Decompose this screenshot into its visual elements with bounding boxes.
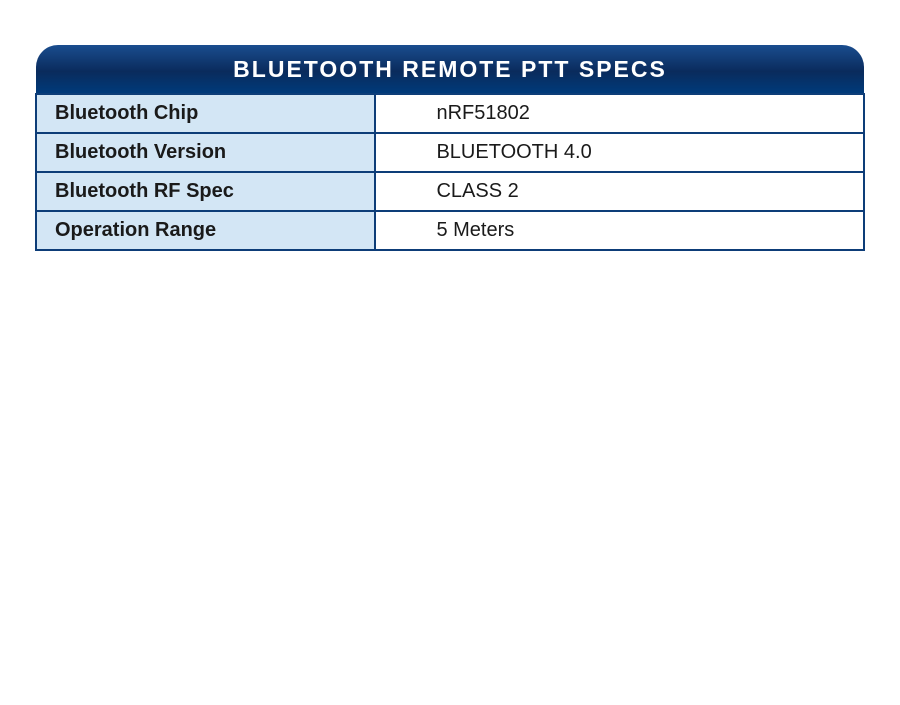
page-container: BLUETOOTH REMOTE PTT SPECS Bluetooth Chi…: [0, 0, 900, 251]
spec-value: BLUETOOTH 4.0: [375, 133, 864, 172]
table-row: Bluetooth Version BLUETOOTH 4.0: [36, 133, 864, 172]
spec-label: Bluetooth RF Spec: [36, 172, 375, 211]
table-row: Bluetooth RF Spec CLASS 2: [36, 172, 864, 211]
table-title: BLUETOOTH REMOTE PTT SPECS: [36, 45, 864, 94]
spec-label: Operation Range: [36, 211, 375, 250]
specs-table: BLUETOOTH REMOTE PTT SPECS Bluetooth Chi…: [35, 45, 865, 251]
spec-label: Bluetooth Version: [36, 133, 375, 172]
spec-label: Bluetooth Chip: [36, 94, 375, 133]
spec-value: CLASS 2: [375, 172, 864, 211]
table-row: Bluetooth Chip nRF51802: [36, 94, 864, 133]
table-header-row: BLUETOOTH REMOTE PTT SPECS: [36, 45, 864, 94]
table-row: Operation Range 5 Meters: [36, 211, 864, 250]
spec-value: nRF51802: [375, 94, 864, 133]
spec-value: 5 Meters: [375, 211, 864, 250]
